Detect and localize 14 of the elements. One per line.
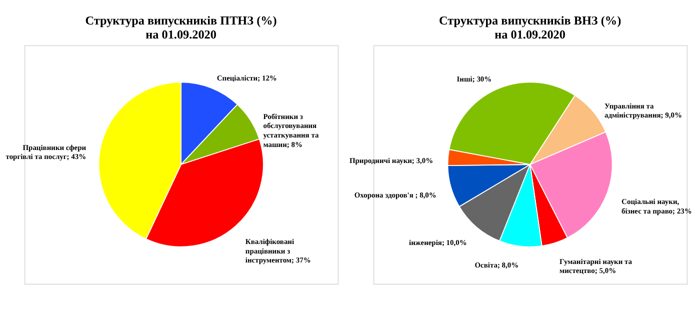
slice-label: Управління та адміністрування; 9,0% xyxy=(604,101,682,120)
slice-label: Охорона здоров'я ; 8,0% xyxy=(354,190,436,200)
chart-title: Структура випускників ПТНЗ (%) на 01.09.2020 xyxy=(85,14,277,42)
slice-label: Соціальні науки, бізнес та право; 23% xyxy=(622,197,692,216)
slice-label: Гуманітарні науки та мистецтво; 5,0% xyxy=(560,256,632,276)
chart-title: Структура випускників ВНЗ (%) на 01.09.2020 xyxy=(438,14,622,42)
slice-label: Природничі науки; 3,0% xyxy=(349,156,434,165)
slice-label: Освіта; 8,0% xyxy=(474,260,519,270)
slice-label: Спеціалісти; 12% xyxy=(216,74,277,83)
slice-label: Кваліфіковані працівники з інструментом; 37% xyxy=(245,237,311,265)
slice-label: інженерія; 10,0% xyxy=(409,238,467,248)
slice-label: Робітники з обслуговування устаткування та машин; 8% xyxy=(263,112,319,149)
slice-label: Інші; 30% xyxy=(456,74,492,84)
slice-label: Працівники сфери торгівлі та послуг; 43% xyxy=(6,142,87,162)
